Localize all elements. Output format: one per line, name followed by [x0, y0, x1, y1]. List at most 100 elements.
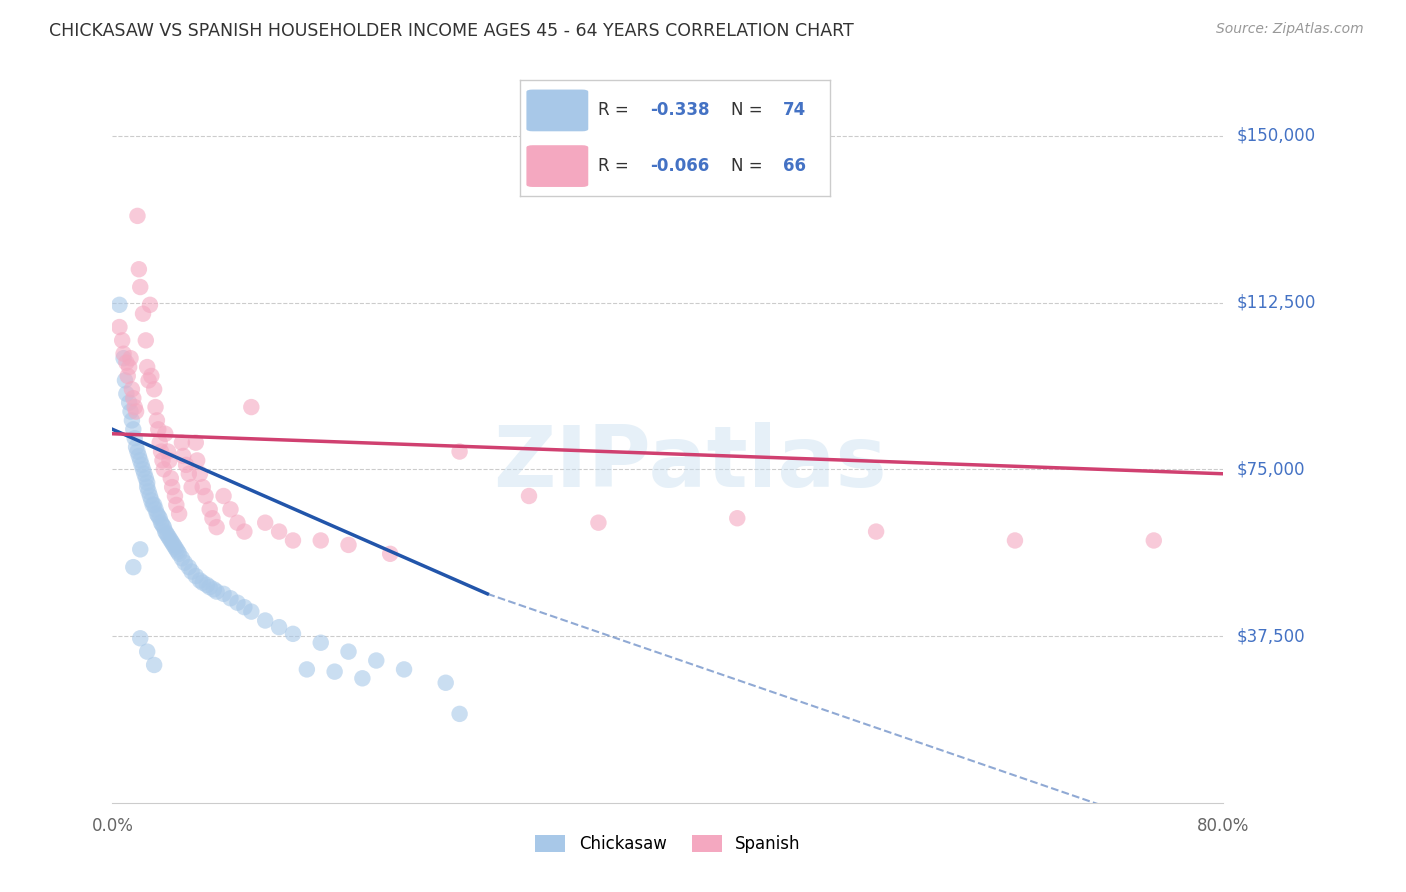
Point [132, 462, 155, 476]
Point [117, 368, 139, 383]
Point [132, 307, 155, 321]
Point [191, 575, 214, 590]
Point [233, 600, 256, 615]
Point [156, 526, 179, 541]
Point [157, 529, 180, 543]
Point [226, 516, 249, 530]
Point [184, 435, 207, 450]
Point [163, 489, 186, 503]
Point [186, 453, 208, 467]
Point [254, 614, 277, 628]
Point [205, 520, 228, 534]
Point [198, 580, 221, 594]
Point [172, 449, 194, 463]
Point [141, 493, 163, 508]
Point [121, 413, 143, 427]
Point [267, 620, 291, 634]
Point [240, 605, 263, 619]
Point [138, 484, 160, 499]
Point [114, 373, 136, 387]
Point [138, 373, 160, 387]
Point [129, 632, 152, 646]
Point [194, 489, 217, 503]
Point [124, 431, 146, 445]
Text: 66: 66 [783, 157, 806, 175]
Text: $112,500: $112,500 [1237, 293, 1316, 311]
Point [136, 475, 159, 490]
Point [120, 404, 142, 418]
Point [152, 517, 174, 532]
Point [1143, 533, 1166, 548]
Point [129, 453, 152, 467]
Text: R =: R = [598, 102, 634, 120]
Point [366, 653, 388, 667]
Point [392, 662, 415, 676]
Point [127, 209, 149, 223]
Point [212, 489, 235, 503]
Point [309, 636, 332, 650]
Point [150, 444, 173, 458]
Point [112, 347, 135, 361]
Point [449, 706, 471, 721]
Point [177, 467, 200, 481]
Point [160, 480, 183, 494]
Point [174, 458, 197, 472]
Point [267, 524, 291, 539]
Point [337, 645, 360, 659]
Text: Source: ZipAtlas.com: Source: ZipAtlas.com [1216, 22, 1364, 37]
Point [153, 520, 176, 534]
Point [135, 471, 157, 485]
Point [159, 533, 181, 548]
Point [195, 578, 218, 592]
Point [146, 413, 169, 427]
Point [149, 511, 172, 525]
Point [129, 280, 152, 294]
Point [157, 453, 180, 467]
Point [184, 569, 207, 583]
Point [226, 596, 249, 610]
FancyBboxPatch shape [526, 145, 588, 187]
Point [219, 502, 242, 516]
Point [145, 502, 167, 516]
Point [233, 524, 256, 539]
Point [588, 516, 610, 530]
Point [254, 516, 277, 530]
Point [115, 386, 138, 401]
Point [111, 334, 134, 348]
Point [148, 508, 170, 523]
Point [281, 533, 304, 548]
Point [122, 560, 145, 574]
Point [118, 395, 141, 409]
Point [157, 444, 180, 458]
Point [153, 462, 176, 476]
Text: -0.066: -0.066 [650, 157, 710, 175]
Point [240, 400, 263, 414]
Point [163, 540, 186, 554]
Point [155, 426, 177, 441]
Point [167, 507, 190, 521]
Point [198, 502, 221, 516]
Point [108, 298, 131, 312]
Point [128, 449, 150, 463]
Point [139, 298, 162, 312]
Legend: Chickasaw, Spanish: Chickasaw, Spanish [529, 828, 807, 860]
Point [129, 542, 152, 557]
Point [135, 334, 157, 348]
Point [159, 471, 181, 485]
Point [136, 645, 159, 659]
Point [165, 498, 187, 512]
Point [125, 440, 148, 454]
Point [143, 498, 166, 512]
Text: N =: N = [731, 102, 768, 120]
Point [173, 556, 195, 570]
Point [219, 591, 242, 606]
Point [1004, 533, 1026, 548]
Point [141, 368, 163, 383]
Point [152, 453, 174, 467]
Point [165, 542, 187, 557]
Text: R =: R = [598, 157, 634, 175]
Point [122, 422, 145, 436]
Point [145, 400, 167, 414]
Text: $150,000: $150,000 [1237, 127, 1316, 145]
Point [201, 511, 224, 525]
